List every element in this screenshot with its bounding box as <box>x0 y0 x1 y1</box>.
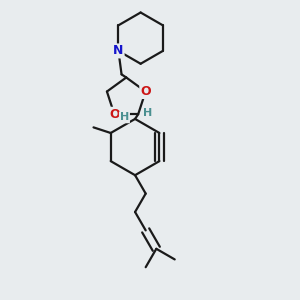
Text: O: O <box>109 108 120 121</box>
Text: O: O <box>140 85 151 98</box>
Text: N: N <box>113 44 124 57</box>
Text: H: H <box>120 112 129 122</box>
Text: H: H <box>143 108 152 118</box>
